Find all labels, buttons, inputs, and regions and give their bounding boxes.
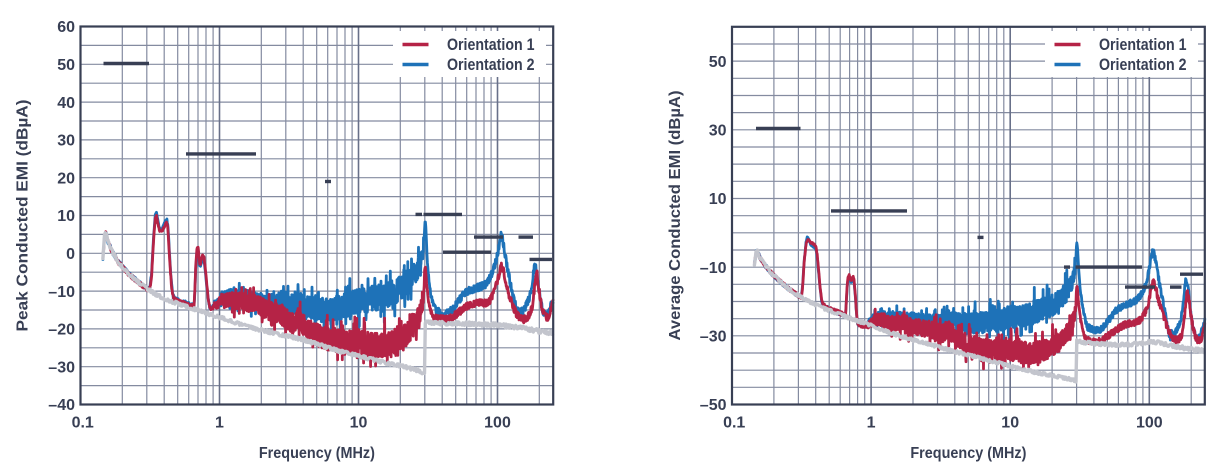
svg-text:–10: –10 [48, 284, 75, 301]
svg-text:20: 20 [57, 170, 75, 187]
svg-text:10: 10 [350, 415, 368, 432]
svg-text:10: 10 [709, 191, 727, 208]
svg-text:–10: –10 [700, 260, 727, 277]
svg-text:60: 60 [57, 19, 75, 36]
svg-text:1: 1 [215, 415, 224, 432]
svg-text:50: 50 [57, 57, 75, 74]
svg-text:–50: –50 [700, 397, 727, 414]
svg-text:100: 100 [1136, 415, 1163, 432]
svg-text:–30: –30 [48, 359, 75, 376]
svg-text:1: 1 [867, 415, 876, 432]
svg-text:Frequency (MHz): Frequency (MHz) [259, 445, 375, 462]
svg-text:30: 30 [709, 123, 727, 140]
svg-text:Orientation 2: Orientation 2 [447, 56, 535, 74]
svg-text:0: 0 [66, 246, 75, 263]
svg-text:100: 100 [484, 415, 511, 432]
svg-text:0.1: 0.1 [72, 415, 94, 432]
svg-text:Frequency (MHz): Frequency (MHz) [910, 445, 1026, 462]
svg-text:40: 40 [57, 95, 75, 112]
svg-text:30: 30 [57, 133, 75, 150]
svg-text:Average Conducted EMI (dBµA): Average Conducted EMI (dBµA) [667, 91, 684, 341]
svg-text:50: 50 [709, 54, 727, 71]
svg-text:0.1: 0.1 [723, 415, 745, 432]
svg-text:–40: –40 [48, 397, 75, 414]
svg-text:Peak Conducted EMI (dBµA): Peak Conducted EMI (dBµA) [15, 100, 32, 332]
svg-text:Orientation 1: Orientation 1 [447, 36, 535, 54]
svg-text:–20: –20 [48, 322, 75, 339]
svg-text:10: 10 [57, 208, 75, 225]
svg-text:Orientation 1: Orientation 1 [1099, 36, 1187, 54]
svg-text:–30: –30 [700, 329, 727, 346]
svg-text:10: 10 [1001, 415, 1019, 432]
svg-text:Orientation 2: Orientation 2 [1099, 56, 1187, 74]
